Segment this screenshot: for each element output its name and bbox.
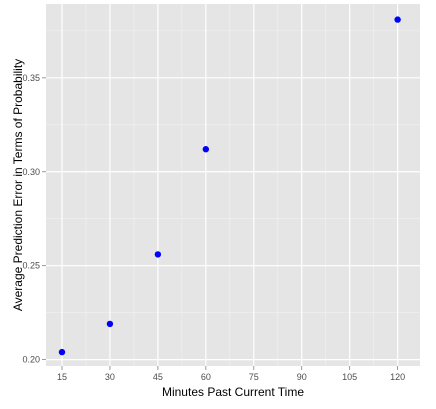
data-point xyxy=(154,251,162,258)
x-tick-label: 120 xyxy=(390,372,405,382)
x-tick-label: 15 xyxy=(57,372,67,382)
y-tick-label: 0.25 xyxy=(22,261,40,271)
minor-gridlines xyxy=(46,4,420,366)
y-axis-title: Average Prediction Error in Terms of Pro… xyxy=(11,59,25,311)
data-point xyxy=(394,16,401,23)
y-axis: 0.20 0.25 0.30 0.35 xyxy=(22,73,46,365)
data-point xyxy=(202,146,210,153)
y-tick-label: 0.35 xyxy=(22,73,40,83)
x-tick-label: 30 xyxy=(105,372,115,382)
x-tick-label: 45 xyxy=(153,372,163,382)
x-axis-title: Minutes Past Current Time xyxy=(162,385,304,399)
x-tick-label: 60 xyxy=(201,372,211,382)
x-tick-label: 105 xyxy=(342,372,357,382)
major-gridlines xyxy=(46,4,420,366)
data-point xyxy=(58,348,66,356)
data-point xyxy=(106,320,114,328)
x-tick-label: 90 xyxy=(297,372,307,382)
x-tick-label: 75 xyxy=(249,372,259,382)
y-tick-label: 0.20 xyxy=(22,355,40,365)
data-points xyxy=(58,16,401,356)
y-tick-label: 0.30 xyxy=(22,167,40,177)
plot-panel xyxy=(46,4,420,366)
x-axis: 15 30 45 60 75 90 105 120 xyxy=(57,366,405,382)
